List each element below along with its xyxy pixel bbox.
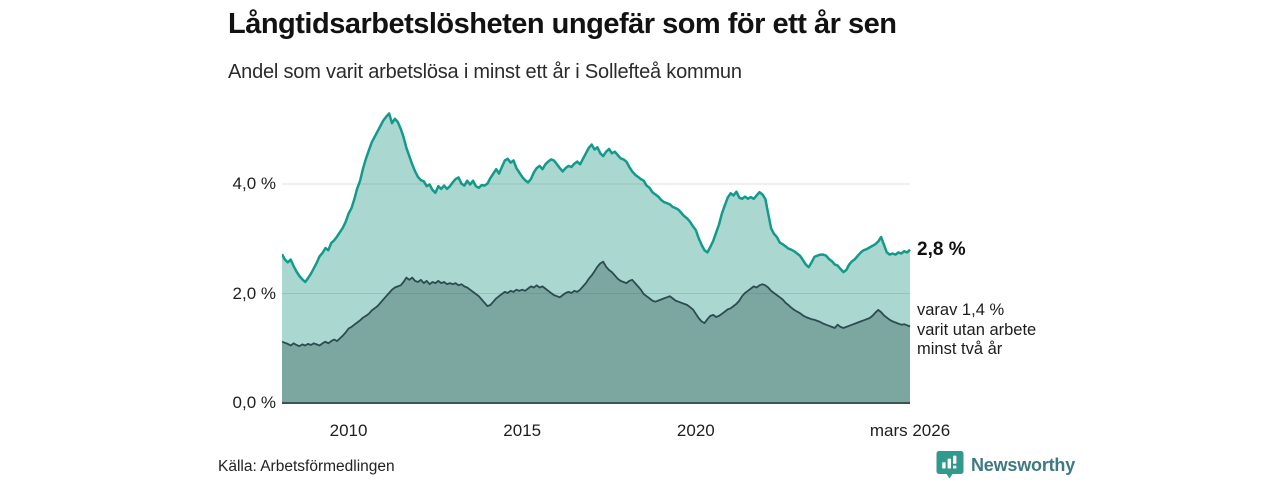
- page-title: Långtidsarbetslösheten ungefär som för e…: [228, 8, 897, 40]
- x-tick-label: 2015: [503, 421, 542, 440]
- end-value-label-subset: varav 1,4 % varit utan arbete minst två …: [917, 301, 1037, 358]
- area-fill-two-years: [282, 261, 910, 403]
- x-tick-label: mars 2026: [869, 421, 951, 440]
- newsworthy-bubble-icon: [936, 451, 964, 479]
- chart-subtitle: Andel som varit arbetslösa i minst ett å…: [228, 61, 742, 83]
- area-chart-plot: [282, 112, 911, 404]
- newsworthy-logo: Newsworthy: [936, 450, 1075, 480]
- x-tick-label: 2020: [676, 421, 715, 440]
- y-tick-label: 2,0 %: [232, 283, 276, 303]
- newsworthy-wordmark: Newsworthy: [971, 454, 1076, 475]
- trend-line-two-years: [282, 260, 911, 347]
- y-tick-label: 0,0 %: [232, 393, 276, 412]
- trend-line-total: [282, 112, 911, 284]
- source-note: Källa: Arbetsförmedlingen: [218, 458, 395, 475]
- x-tick-label: 2010: [329, 421, 368, 440]
- y-tick-label: 4,0 %: [232, 174, 276, 193]
- end-value-label-total: 2,8 %: [917, 239, 966, 260]
